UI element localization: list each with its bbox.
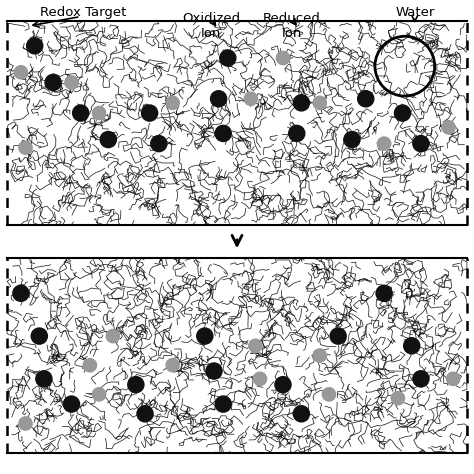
Circle shape <box>166 358 179 372</box>
Circle shape <box>92 388 106 401</box>
Circle shape <box>27 38 43 54</box>
Circle shape <box>31 328 47 344</box>
Circle shape <box>404 337 420 354</box>
Circle shape <box>244 92 257 105</box>
Circle shape <box>413 136 429 152</box>
Circle shape <box>92 106 106 120</box>
Bar <box>7 21 467 225</box>
Bar <box>7 258 467 453</box>
Circle shape <box>293 95 310 111</box>
Text: Water: Water <box>395 6 435 19</box>
Circle shape <box>215 126 231 142</box>
Circle shape <box>376 285 392 301</box>
Circle shape <box>220 50 236 66</box>
Circle shape <box>197 328 213 344</box>
Circle shape <box>206 363 222 379</box>
Circle shape <box>293 406 310 422</box>
Circle shape <box>100 131 116 147</box>
Circle shape <box>391 392 405 405</box>
Circle shape <box>137 406 153 422</box>
Circle shape <box>413 371 429 387</box>
Circle shape <box>394 105 410 121</box>
Circle shape <box>83 358 97 372</box>
Circle shape <box>142 105 158 121</box>
Circle shape <box>322 388 336 401</box>
Text: Oxidized
Ion: Oxidized Ion <box>182 12 240 40</box>
Circle shape <box>151 136 167 152</box>
Circle shape <box>249 339 262 353</box>
Circle shape <box>128 376 144 392</box>
Circle shape <box>65 76 78 89</box>
Circle shape <box>166 96 179 109</box>
Circle shape <box>19 417 32 430</box>
Circle shape <box>275 376 291 392</box>
Circle shape <box>358 91 374 107</box>
Circle shape <box>313 349 327 362</box>
Circle shape <box>313 96 327 109</box>
Circle shape <box>276 51 290 64</box>
Circle shape <box>289 126 305 142</box>
Text: Redox Target: Redox Target <box>40 6 126 19</box>
Circle shape <box>14 66 27 79</box>
Circle shape <box>447 372 460 385</box>
Circle shape <box>36 371 52 387</box>
Circle shape <box>19 141 32 155</box>
Circle shape <box>442 121 455 134</box>
Circle shape <box>64 396 80 412</box>
Circle shape <box>73 105 89 121</box>
Circle shape <box>210 91 227 107</box>
Circle shape <box>344 131 360 147</box>
Circle shape <box>13 285 29 301</box>
Circle shape <box>330 328 346 344</box>
Circle shape <box>377 137 391 150</box>
Circle shape <box>215 396 231 412</box>
Circle shape <box>253 372 266 385</box>
Circle shape <box>106 329 119 343</box>
Circle shape <box>45 74 61 91</box>
Text: Reduced
Ion: Reduced Ion <box>263 12 320 40</box>
